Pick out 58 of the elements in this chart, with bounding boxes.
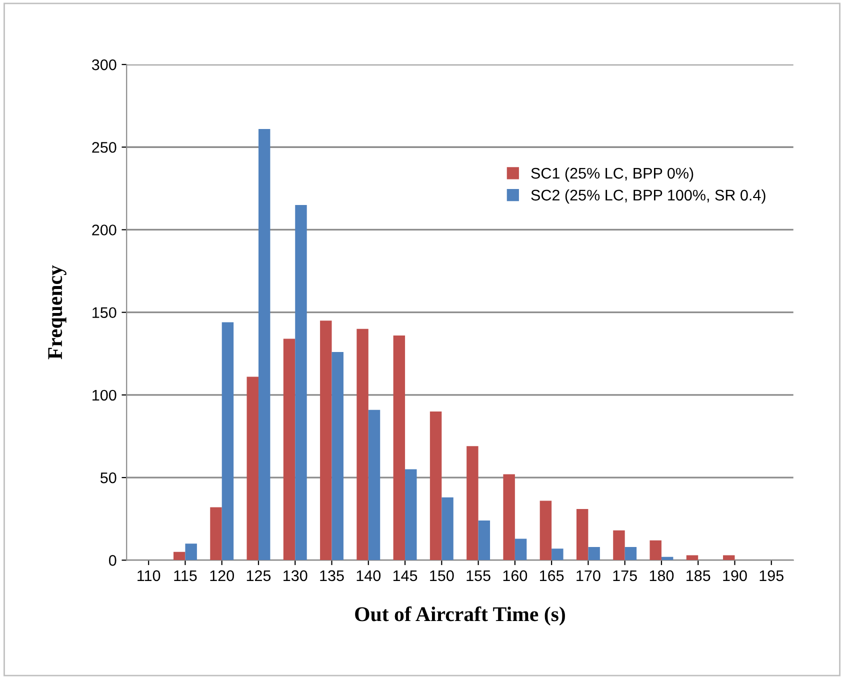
x-tick-label: 130 [284,570,308,582]
bar [173,552,186,560]
bar [576,508,588,560]
y-tick-label: 250 [92,142,116,153]
x-tick-label: 165 [540,570,564,582]
bar [686,555,698,560]
bar [246,376,258,560]
bar [588,546,600,560]
y-axis-title: Frequency [48,265,66,360]
x-axis-title: Out of Aircraft Time (s) [355,606,565,626]
y-tick-label: 200 [92,224,116,236]
bar [503,474,515,560]
x-tick-label: 115 [174,570,197,582]
bar [320,320,332,560]
legend-label: SC1 (25% LC, BPP 0%) [531,167,694,182]
bar [613,530,625,560]
y-tick-label: 100 [92,390,116,401]
x-tick-label: 155 [466,570,490,582]
bar [624,546,637,560]
bar [356,328,368,560]
y-tick-label: 150 [92,307,116,318]
x-tick-label: 190 [723,570,747,582]
x-tick-label: 195 [760,570,784,582]
bar [185,544,197,560]
bar [283,338,296,560]
bar [540,500,552,560]
bar [210,507,222,560]
bar [258,128,270,560]
x-tick-label: 170 [576,570,600,582]
x-tick-label: 150 [430,570,454,582]
bar [552,548,564,560]
x-tick-label: 140 [356,570,381,582]
bar [466,446,478,560]
bar [478,520,490,560]
bar [332,352,344,560]
x-tick-label: 175 [613,570,637,582]
x-tick-label: 180 [650,570,674,582]
bar [442,497,454,560]
bar [368,410,380,560]
bar [650,540,662,560]
x-tick-label: 135 [320,570,344,582]
bar [222,322,234,560]
x-tick-label: 160 [503,570,528,582]
y-tick-label: 300 [92,59,116,70]
bar [723,555,735,560]
y-tick-label: 50 [100,472,116,484]
bar [393,335,406,560]
bar [430,411,442,560]
y-tick-label: 0 [108,555,116,566]
x-tick-label: 185 [686,570,710,582]
legend-label: SC2 (25% LC, BPP 100%, SR 0.4) [531,189,766,204]
bar [514,538,527,560]
bar [295,204,307,560]
x-tick-label: 125 [246,570,271,582]
x-tick-label: 120 [210,570,234,582]
x-tick-label: 110 [138,570,160,582]
bar [405,469,417,560]
x-tick-label: 145 [393,570,418,582]
